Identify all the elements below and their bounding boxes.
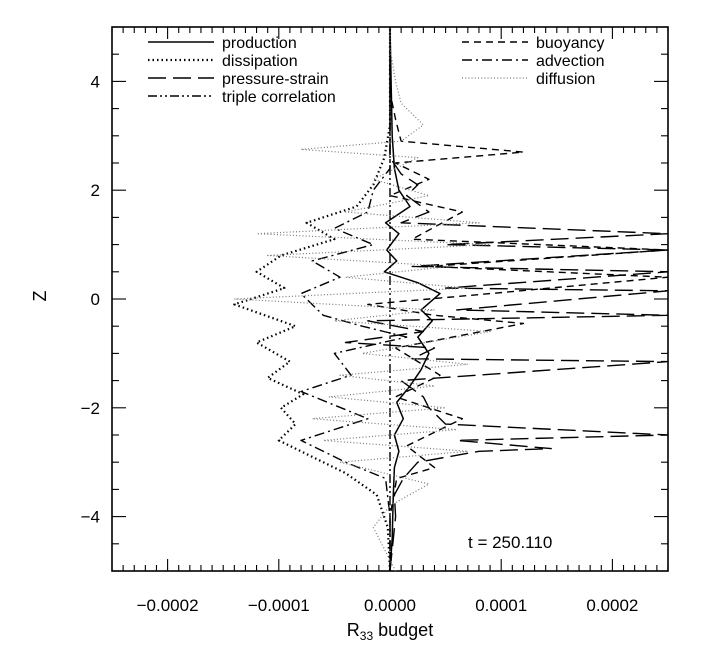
x-axis-title: R33 budget — [347, 620, 433, 643]
legend-label: triple correlation — [222, 89, 336, 106]
legend-label: buoyancy — [536, 35, 605, 52]
legend-label: pressure-strain — [222, 71, 329, 88]
x-tick-label: −0.0001 — [248, 596, 310, 615]
series-lines — [233, 26, 669, 572]
time-annotation: t = 250.110 — [468, 533, 552, 552]
x-axis-title-suffix: budget — [373, 620, 433, 640]
legend-label: advection — [536, 53, 605, 70]
legend-label: dissipation — [222, 53, 298, 70]
series-line-buoyancy — [367, 27, 669, 571]
legend: productiondissipationpressure-straintrip… — [148, 35, 605, 106]
series-line-diffusion — [233, 27, 491, 572]
y-tick-label: 2 — [91, 181, 100, 200]
series-line-production — [383, 26, 441, 572]
y-tick-label: −4 — [81, 508, 100, 527]
y-tick-label: −2 — [81, 399, 100, 418]
x-axis-title-symbol: R — [347, 620, 360, 640]
legend-label: production — [222, 35, 297, 52]
legend-label: diffusion — [536, 71, 595, 88]
x-tick-label: 0.0000 — [364, 596, 416, 615]
series-line-dissipation — [233, 27, 392, 572]
y-axis-title: Z — [30, 291, 50, 302]
x-axis-title-subscript: 33 — [360, 629, 374, 643]
y-tick-label: 4 — [91, 72, 100, 91]
axis-ticks: −0.0002 −0.0001 0.0000 0.0001 0.0002 −4 −2 0 2 4 — [81, 26, 669, 615]
series-line-pressure-strain — [344, 27, 669, 572]
y-tick-label: 0 — [91, 290, 100, 309]
x-tick-label: −0.0002 — [137, 596, 199, 615]
x-tick-label: 0.0002 — [586, 596, 638, 615]
series-line-advection — [300, 27, 408, 571]
x-tick-label: 0.0001 — [475, 596, 527, 615]
